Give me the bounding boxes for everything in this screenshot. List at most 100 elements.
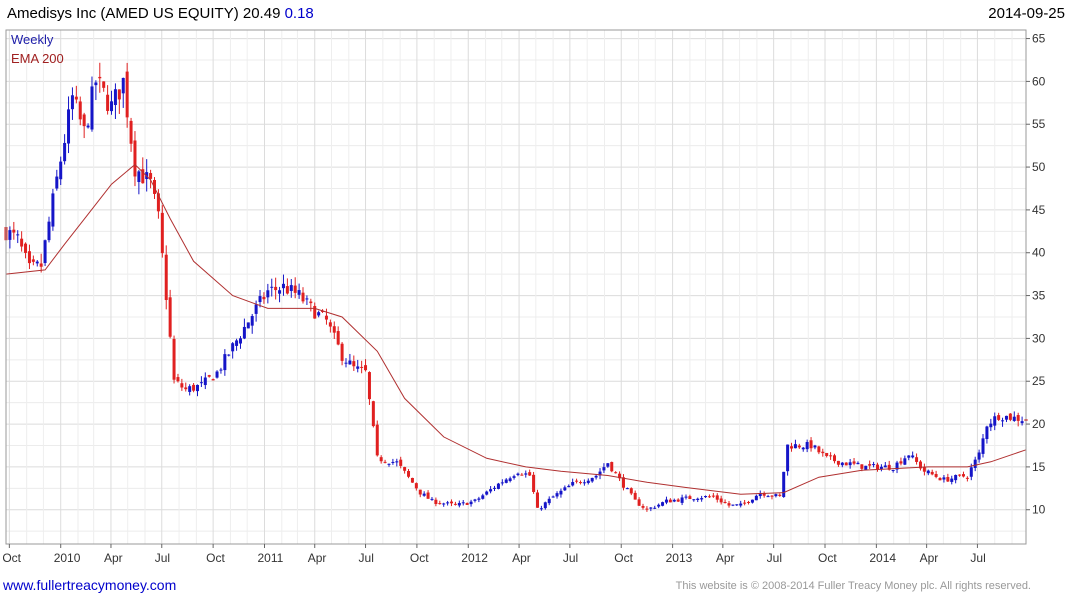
candle-body: [965, 477, 969, 479]
candle-body: [680, 497, 684, 503]
candle-body: [336, 331, 340, 345]
candle-body: [293, 285, 297, 293]
candle-body: [35, 261, 39, 264]
candle-body: [954, 475, 958, 481]
candle-body: [969, 467, 973, 477]
candle-body: [754, 495, 758, 501]
candle-body: [141, 169, 145, 184]
candle-body: [113, 89, 117, 106]
candle-body: [942, 477, 946, 480]
candle-body: [410, 477, 414, 483]
candle-body: [930, 471, 934, 475]
candle-body: [539, 508, 543, 510]
candle-body: [461, 502, 465, 504]
candle-body: [997, 415, 1001, 420]
candle-body: [747, 501, 751, 503]
candle-body: [891, 469, 895, 471]
candle-body: [856, 462, 860, 465]
candle-body: [340, 343, 344, 361]
candle-body: [743, 502, 747, 504]
candle-body: [446, 502, 450, 504]
candle-body: [926, 470, 930, 474]
candle-body: [516, 473, 520, 476]
candle-body: [958, 474, 962, 476]
candle-body: [852, 461, 856, 464]
candle-body: [156, 193, 160, 212]
candle-body: [254, 304, 258, 314]
candle-body: [266, 290, 270, 298]
candle-body: [645, 508, 649, 510]
candle-body: [598, 471, 602, 476]
x-tick-label: 2010: [54, 551, 81, 565]
candle-body: [238, 338, 242, 344]
legend-entry: Weekly: [11, 32, 54, 47]
y-tick-label: 65: [1032, 32, 1046, 46]
candle-body: [1004, 415, 1008, 420]
candle-body: [74, 96, 78, 100]
candle-body: [442, 503, 446, 505]
chart-date: 2014-09-25: [988, 5, 1065, 22]
y-tick-label: 20: [1032, 417, 1046, 431]
candle-body: [90, 86, 94, 130]
candle-body: [86, 125, 90, 128]
candle-body: [129, 120, 133, 144]
candle-body: [629, 488, 633, 494]
candle-body: [364, 365, 368, 371]
y-tick-label: 50: [1032, 160, 1046, 174]
candle-body: [555, 493, 559, 497]
candle-body: [551, 496, 555, 498]
candle-body: [102, 81, 106, 88]
candle-body: [348, 360, 352, 365]
candle-body: [860, 464, 864, 469]
candle-body: [696, 498, 700, 501]
candle-body: [778, 494, 782, 496]
candle-body: [379, 457, 383, 462]
candle-body: [168, 297, 172, 337]
candle-body: [727, 503, 731, 506]
candle-body: [387, 463, 391, 465]
candle-body: [922, 466, 926, 472]
candle-body: [938, 478, 942, 481]
candle-body: [903, 458, 907, 465]
candle-body: [106, 94, 110, 111]
candle-body: [164, 254, 168, 300]
candle-body: [508, 478, 512, 482]
candle-body: [872, 464, 876, 466]
x-tick-label: Apr: [512, 551, 531, 565]
ticker-title: Amedisys Inc (AMED US EQUITY) 20.49: [7, 5, 281, 22]
candle-body: [481, 495, 485, 499]
candle-body: [367, 372, 371, 400]
candle-body: [1020, 421, 1024, 424]
candle-body: [805, 442, 809, 450]
candle-body: [790, 446, 794, 449]
website-link[interactable]: www.fullertreacymoney.com: [3, 577, 177, 593]
x-tick-label: Jul: [359, 551, 374, 565]
candle-body: [371, 401, 375, 427]
x-tick-label: 2012: [461, 551, 488, 565]
candle-body: [422, 493, 426, 496]
candle-body: [301, 292, 305, 302]
candle-body: [668, 499, 672, 503]
candle-body: [8, 230, 12, 240]
x-tick-label: Jul: [970, 551, 985, 565]
x-tick-label: Oct: [614, 551, 633, 565]
y-tick-label: 55: [1032, 117, 1046, 131]
candle-body: [469, 501, 473, 505]
candle-body: [657, 504, 661, 507]
candle-body: [453, 503, 457, 505]
candle-body: [180, 383, 184, 388]
price-change: 0.18: [284, 5, 314, 22]
candle-body: [309, 301, 313, 304]
candle-body: [1008, 413, 1012, 420]
candle-body: [496, 483, 500, 489]
candle-body: [766, 496, 770, 498]
candle-body: [383, 461, 387, 463]
candle-body: [621, 477, 625, 488]
candle-body: [864, 465, 868, 470]
candle-body: [278, 290, 282, 294]
candle-body: [489, 489, 493, 492]
candle-body: [227, 354, 231, 356]
candle-body: [739, 503, 743, 506]
x-tick-label: Jul: [155, 551, 170, 565]
candle-body: [731, 504, 735, 506]
